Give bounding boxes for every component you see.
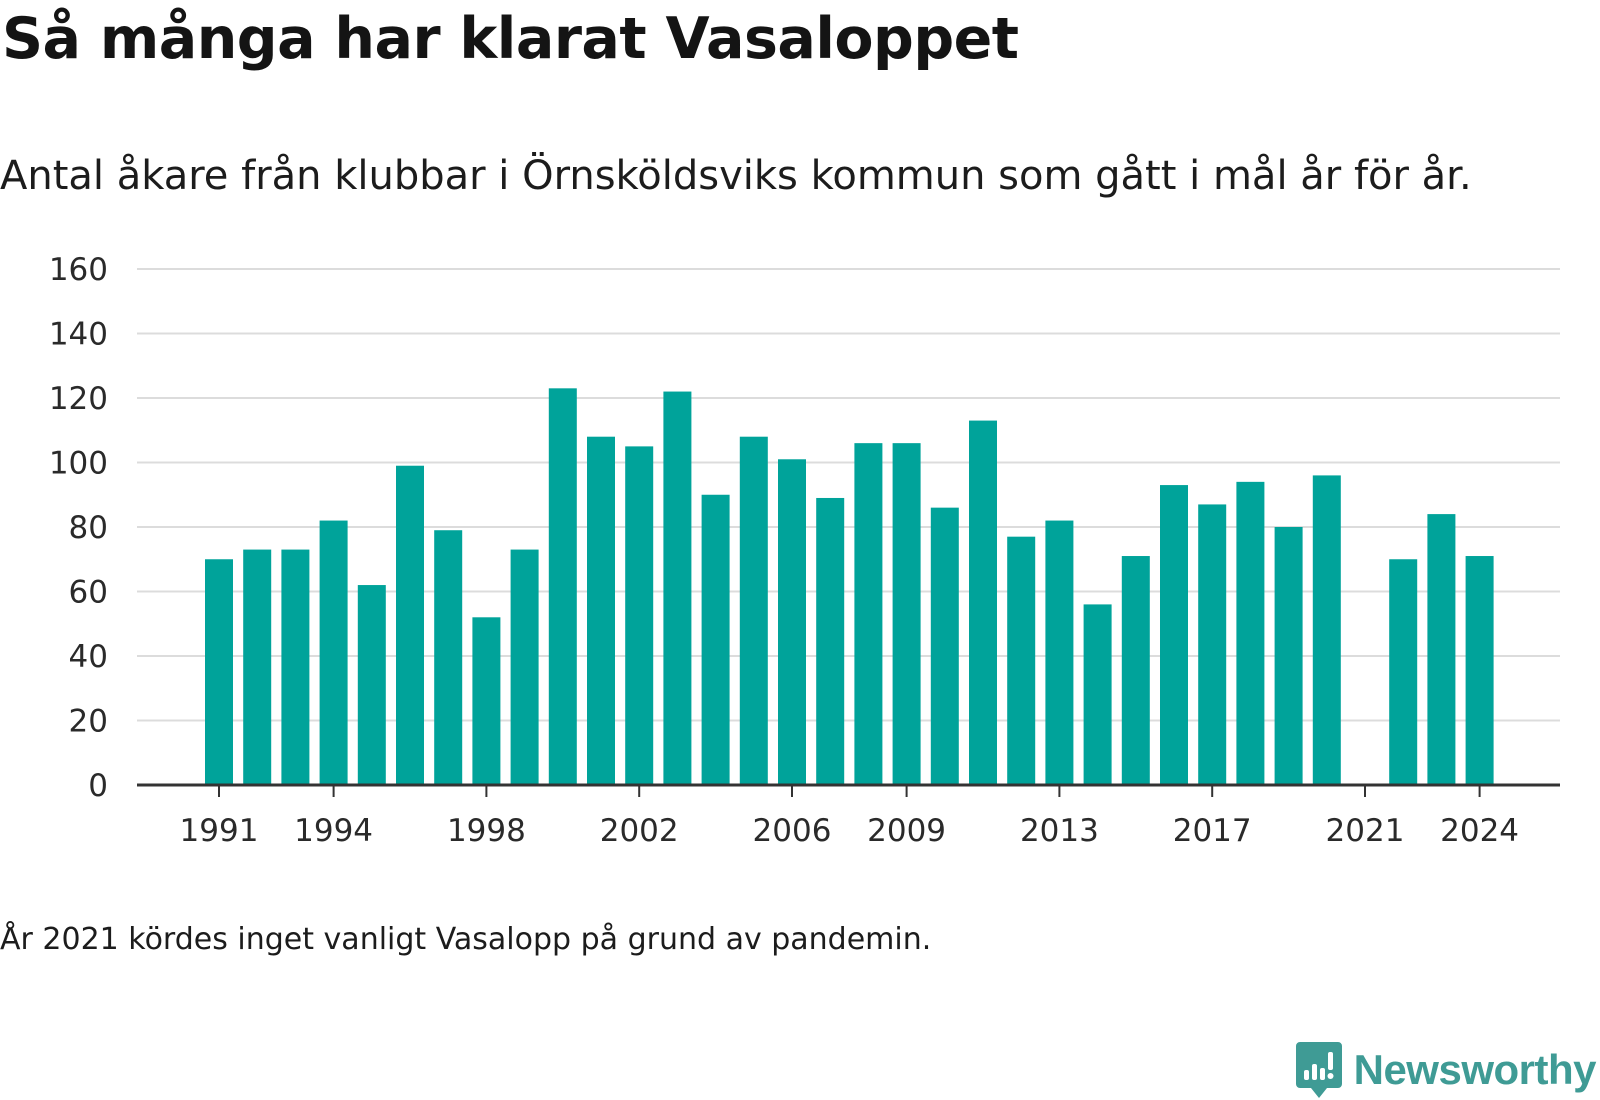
brand-name: Newsworthy	[1353, 1046, 1597, 1093]
x-tick-label: 2013	[1020, 813, 1099, 849]
bar-2013	[1045, 520, 1074, 785]
y-tick-label: 160	[49, 252, 108, 288]
bar-2023	[1427, 514, 1456, 785]
y-tick-label: 60	[69, 575, 108, 611]
bar-2008	[854, 443, 883, 785]
x-tick-label: 2006	[753, 813, 832, 849]
x-tick-label: 2009	[867, 813, 946, 849]
bar-2011	[969, 420, 997, 785]
bar-2018	[1236, 481, 1265, 785]
chart-subtitle: Antal åkare från klubbar i Örnsköldsviks…	[0, 153, 1472, 199]
bar-2007	[816, 497, 845, 785]
y-tick-label: 100	[49, 446, 108, 482]
x-tick-label: 2002	[600, 813, 679, 849]
x-tick-label: 1994	[294, 813, 373, 849]
bar-1991	[205, 559, 233, 785]
newsworthy-logo-icon	[1295, 1042, 1342, 1098]
x-tick-label: 1998	[447, 813, 526, 849]
y-tick-label: 120	[49, 381, 108, 417]
bar-2022	[1389, 559, 1418, 785]
bar-2010	[930, 507, 959, 785]
y-tick-label: 0	[88, 768, 108, 804]
bar-2015	[1121, 556, 1150, 785]
bar-2012	[1007, 536, 1036, 785]
bar-2014	[1083, 604, 1112, 785]
x-tick-label: 2017	[1173, 813, 1252, 849]
bar-2002	[625, 446, 654, 785]
bar-2017	[1198, 504, 1227, 785]
bar-1992	[243, 549, 272, 785]
x-tick-label: 2021	[1326, 813, 1405, 849]
bar-2004	[701, 494, 730, 785]
bar-2009	[892, 443, 921, 785]
y-tick-label: 40	[69, 639, 108, 675]
footnote: År 2021 kördes inget vanligt Vasalopp på…	[0, 922, 932, 957]
chart-title: Så många har klarat Vasaloppet	[2, 6, 1019, 72]
bar-2006	[778, 459, 806, 785]
bar-2000	[548, 388, 577, 785]
bar-2016	[1160, 485, 1188, 785]
y-tick-label: 140	[49, 317, 108, 353]
x-tick-label: 2024	[1440, 813, 1519, 849]
bar-1995	[357, 585, 386, 785]
bar-1997	[434, 530, 463, 785]
bar-1993	[281, 549, 310, 785]
brand-logo: Newsworthy	[1294, 1040, 1597, 1100]
bar-2024	[1465, 556, 1494, 785]
bar-2005	[739, 436, 768, 785]
bar-1996	[396, 465, 424, 785]
y-tick-label: 20	[69, 704, 108, 740]
bar-1994	[319, 520, 348, 785]
bar-2020	[1312, 475, 1341, 785]
bar-1999	[510, 549, 539, 785]
bar-2003	[663, 391, 692, 785]
bar-2001	[587, 436, 615, 785]
chart-area: 0 20 40 60 80 100 120 140 160 1991 1994 1998 2002 200…	[49, 252, 1560, 849]
bar-chart: 0 20 40 60 80 100 120 140 160 1991 1994 1998 2002 200…	[49, 252, 1560, 849]
bar-1998	[472, 617, 501, 785]
y-tick-label: 80	[69, 510, 108, 546]
x-tick-label: 1991	[180, 813, 259, 849]
bar-2019	[1274, 527, 1303, 785]
